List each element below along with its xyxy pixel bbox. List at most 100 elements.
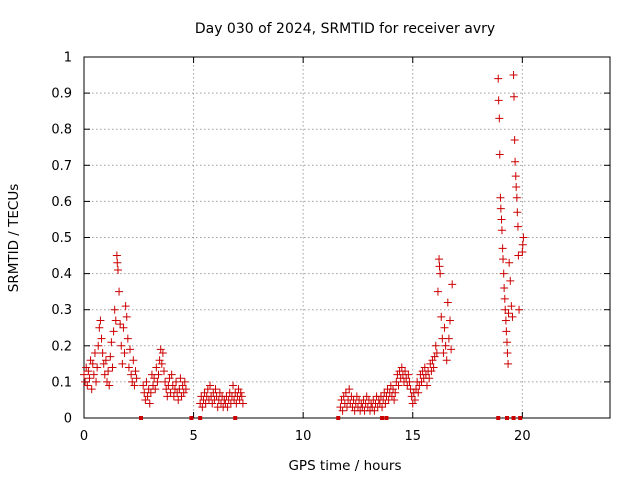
x-tick-label-0: 0: [80, 429, 88, 444]
data-point: [88, 359, 97, 368]
data-point: [113, 265, 122, 274]
data-point: [108, 363, 117, 372]
data-point: [176, 374, 185, 383]
data-point: [132, 374, 141, 383]
data-point: [86, 356, 95, 365]
data-point: [206, 381, 215, 390]
data-point: [87, 385, 96, 394]
data-point: [381, 399, 390, 408]
zero-flag-mark: [189, 416, 194, 420]
data-point: [128, 377, 137, 386]
data-point: [161, 377, 170, 386]
x-tick-label-3: 15: [404, 429, 421, 444]
data-point: [238, 399, 247, 408]
data-point: [508, 312, 517, 321]
data-point: [119, 323, 128, 332]
zero-flag-mark: [336, 416, 341, 420]
data-point: [431, 341, 440, 350]
data-point: [495, 150, 504, 159]
data-point: [81, 377, 90, 386]
chart-title: Day 030 of 2024, SRMTID for receiver avr…: [195, 21, 495, 37]
data-point: [410, 395, 419, 404]
tick-labels: 00.10.20.30.40.50.60.70.80.910 5 10 15 20: [51, 51, 530, 445]
data-point: [441, 341, 450, 350]
data-point: [414, 388, 423, 397]
data-point: [157, 359, 166, 368]
data-point: [433, 287, 442, 296]
data-point: [511, 157, 520, 166]
data-point: [82, 363, 91, 372]
data-point: [84, 367, 93, 376]
data-point: [338, 406, 347, 415]
y-tick-label-2: 0.2: [51, 339, 72, 354]
data-point: [172, 377, 181, 386]
data-point: [158, 349, 167, 358]
y-tick-label-3: 0.3: [51, 303, 72, 318]
data-point: [440, 323, 449, 332]
data-point: [513, 208, 522, 217]
data-point: [446, 316, 455, 325]
data-point: [495, 114, 504, 123]
data-point: [100, 370, 109, 379]
data-point: [507, 302, 516, 311]
y-tick-label-7: 0.7: [51, 159, 72, 174]
data-point: [167, 370, 176, 379]
data-point: [99, 359, 108, 368]
data-point: [92, 377, 101, 386]
data-point: [503, 349, 512, 358]
y-tick-label-9: 0.9: [51, 87, 72, 102]
data-point: [151, 385, 160, 394]
data-point: [145, 399, 154, 408]
data-point: [443, 298, 452, 307]
data-point: [153, 377, 162, 386]
data-point: [130, 381, 139, 390]
data-point: [198, 403, 207, 412]
data-point: [420, 363, 429, 372]
data-point: [211, 385, 220, 394]
data-point: [510, 136, 519, 145]
data-point: [97, 334, 106, 343]
data-point: [515, 305, 524, 314]
data-point: [502, 338, 511, 347]
y-tick-label-0: 0: [64, 412, 72, 427]
data-point: [390, 395, 399, 404]
zero-flag-mark: [380, 416, 385, 420]
data-marks: [80, 71, 528, 420]
data-point: [118, 359, 127, 368]
data-point: [500, 294, 509, 303]
data-point: [94, 341, 103, 350]
data-point: [430, 352, 439, 361]
data-point: [378, 403, 387, 412]
data-point: [509, 71, 518, 80]
data-point: [436, 269, 445, 278]
data-point: [123, 334, 132, 343]
data-point: [435, 262, 444, 271]
data-point: [129, 356, 138, 365]
data-point: [120, 349, 129, 358]
zero-flag-mark: [496, 416, 501, 420]
data-point: [435, 255, 444, 264]
data-point: [502, 327, 511, 336]
data-point: [496, 193, 505, 202]
data-point: [404, 370, 413, 379]
data-point: [504, 359, 513, 368]
data-point: [141, 395, 150, 404]
data-point: [121, 302, 130, 311]
zero-flag-mark: [384, 416, 389, 420]
data-point: [497, 226, 506, 235]
data-point: [90, 349, 99, 358]
data-point: [96, 316, 105, 325]
data-point: [429, 363, 438, 372]
data-point: [499, 269, 508, 278]
y-tick-label-6: 0.6: [51, 195, 72, 210]
data-point: [162, 385, 171, 394]
data-point: [104, 367, 113, 376]
data-point: [496, 204, 505, 213]
data-point: [500, 284, 509, 293]
data-point: [146, 388, 155, 397]
data-point: [83, 381, 92, 390]
data-point: [417, 377, 426, 386]
data-point: [510, 92, 519, 101]
data-point: [345, 385, 354, 394]
